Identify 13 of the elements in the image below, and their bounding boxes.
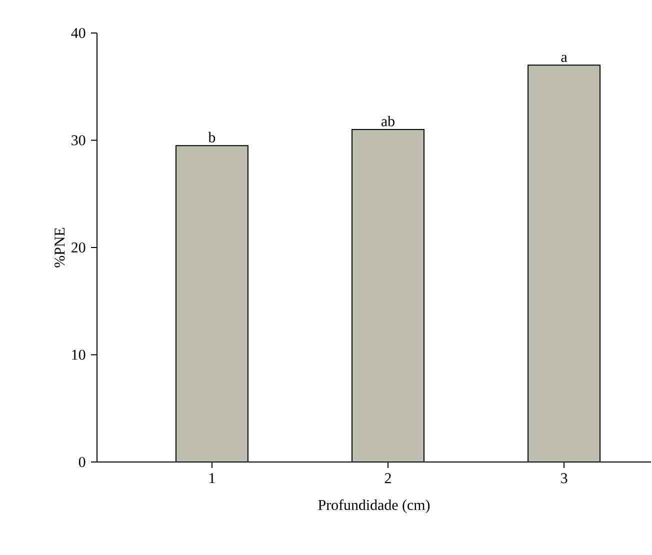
y-tick-label: 30 xyxy=(72,135,86,146)
y-tick-label: 40 xyxy=(71,28,86,38)
annotation: a xyxy=(561,54,568,62)
x-tick-label: 2 xyxy=(384,473,391,484)
x-axis-title: Profundidade (cm) xyxy=(318,499,430,514)
x-tick-label: 3 xyxy=(561,473,568,484)
y-tick-label: 20 xyxy=(72,242,86,253)
y-axis-title: %PNE xyxy=(54,228,65,268)
y-tick-label: 0 xyxy=(78,456,86,468)
y-tick-label: 10 xyxy=(72,350,86,360)
annotation: b xyxy=(208,132,216,142)
annotation: ab xyxy=(381,116,394,126)
x-tick-label: 1 xyxy=(210,473,215,484)
